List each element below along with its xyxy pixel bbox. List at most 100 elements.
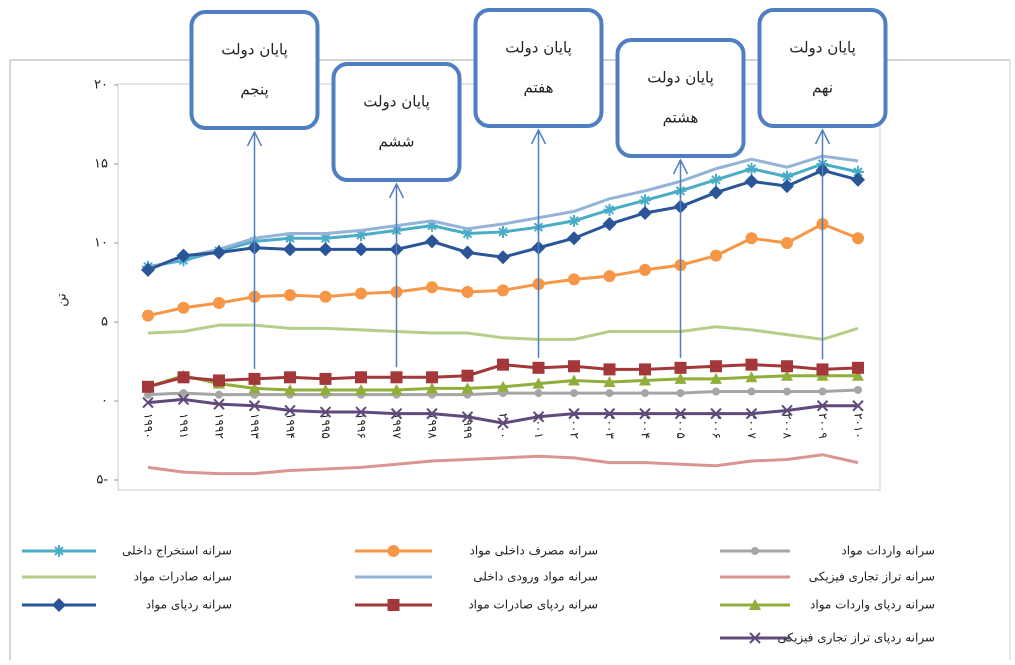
y-tick-label: ۱۰: [94, 236, 108, 251]
marker: [852, 361, 864, 374]
marker: [532, 361, 545, 374]
marker: [852, 400, 864, 412]
marker: [602, 217, 617, 232]
marker: [177, 371, 190, 384]
marker: [425, 234, 439, 249]
marker: [426, 382, 438, 394]
marker: [141, 262, 155, 277]
marker: [461, 382, 474, 394]
arrow-head: [814, 128, 831, 145]
legend-marker: [749, 599, 761, 610]
x-tick-label: ۲۰۰۸: [781, 413, 795, 439]
annotation-text: پایان دولت: [363, 93, 430, 112]
marker: [568, 214, 580, 227]
x-tick-label: ۱۹۹۵: [319, 413, 333, 439]
x-tick-label: ۲۰۰۶: [710, 413, 724, 439]
marker: [568, 374, 580, 386]
x-tick-label: ۲۰۰۳: [603, 413, 617, 439]
marker: [248, 400, 261, 412]
legend-label: سرانه ردپای واردات مواد: [810, 598, 935, 613]
marker: [319, 232, 332, 245]
x-tick-label: ۱۹۹۷: [390, 413, 404, 439]
marker: [177, 393, 190, 406]
marker: [744, 174, 759, 189]
series-line: [147, 453, 859, 476]
x-tick-label: ۱۹۹۰: [142, 413, 156, 439]
marker: [568, 273, 580, 286]
marker: [284, 232, 296, 245]
marker: [461, 285, 474, 298]
marker: [816, 400, 829, 412]
marker: [213, 297, 225, 310]
marker: [426, 371, 438, 384]
annotation-text: پایان دولت: [789, 39, 856, 58]
annotation-box: [757, 8, 888, 128]
x-tick-label: ۱۹۹۲: [213, 413, 227, 439]
x-tick-label: ۲۰۰۴: [639, 413, 653, 439]
y-tick-label: ۵-: [96, 473, 108, 488]
legend-label: سرانه مصرف داخلی مواد: [470, 544, 599, 559]
marker: [461, 369, 474, 382]
marker: [852, 232, 864, 245]
marker: [781, 360, 793, 373]
legend-marker: [387, 599, 400, 611]
y-tick-label: ۲۰: [94, 78, 108, 93]
marker: [709, 185, 723, 200]
marker: [283, 242, 297, 257]
marker: [212, 245, 226, 260]
marker: [284, 371, 296, 384]
series-line: [147, 154, 859, 270]
x-tick-label: ۱۹۹۸: [426, 413, 440, 439]
x-tick-label: ۲۰۱۰: [852, 413, 866, 439]
marker: [710, 372, 722, 384]
legend-label: سرانه تراز تجاری فیزیکی: [809, 570, 935, 585]
annotation-text: پنجم: [240, 81, 268, 100]
legend-marker: [52, 598, 66, 612]
marker: [176, 248, 191, 263]
marker: [319, 290, 332, 303]
marker: [319, 406, 332, 418]
marker: [355, 287, 367, 300]
marker: [745, 407, 758, 420]
marker: [390, 371, 403, 384]
marker: [603, 376, 616, 388]
marker: [215, 390, 223, 399]
marker: [781, 404, 793, 417]
arrow-head: [246, 130, 263, 147]
marker: [710, 173, 722, 186]
marker: [355, 371, 367, 384]
marker: [354, 242, 368, 257]
marker: [674, 372, 687, 384]
marker: [710, 407, 722, 420]
marker: [710, 360, 722, 373]
marker: [284, 289, 296, 302]
marker: [461, 411, 474, 423]
legend-label: سرانه ردپای مواد: [146, 598, 232, 613]
x-tick-label: ۲۰۰۵: [674, 413, 688, 439]
marker: [639, 194, 651, 207]
marker: [781, 369, 793, 381]
annotation-text: نهم: [812, 79, 833, 97]
marker: [783, 387, 791, 396]
marker: [355, 383, 367, 395]
x-tick-label: ۲۰۰۲: [568, 413, 582, 439]
marker: [639, 263, 651, 276]
marker: [854, 385, 862, 394]
marker: [816, 363, 829, 376]
x-tick-label: ۲۰۰۹: [816, 413, 830, 439]
legend-label: سرانه ردپای صادرات مواد: [468, 598, 598, 613]
marker: [603, 407, 616, 420]
legend-label: سرانه مواد ورودی داخلی: [473, 570, 598, 585]
marker: [781, 170, 793, 183]
x-tick-label: ۱۹۹۴: [284, 413, 298, 439]
marker: [852, 165, 864, 178]
marker: [461, 227, 474, 240]
marker: [570, 389, 578, 398]
marker: [641, 389, 649, 398]
marker: [142, 380, 154, 393]
marker: [497, 358, 509, 371]
marker: [497, 380, 509, 392]
marker: [497, 417, 509, 429]
marker: [818, 387, 827, 396]
